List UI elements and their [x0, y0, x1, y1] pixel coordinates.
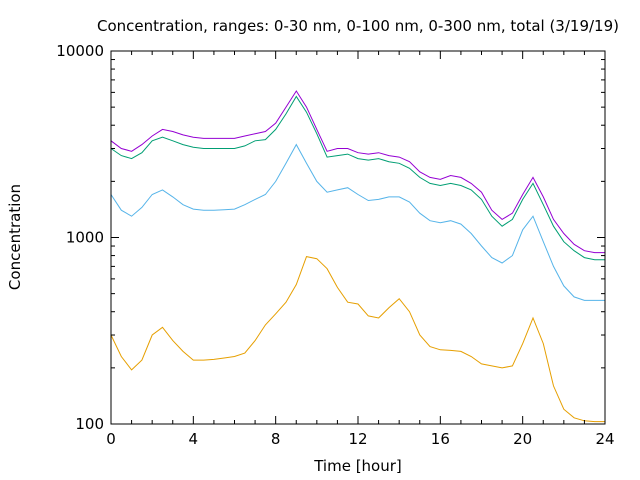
x-tick-label: 8: [271, 430, 281, 448]
y-tick-label: 1000: [66, 229, 104, 247]
axis-ticks: [110, 50, 606, 425]
series-line-2: [110, 143, 605, 301]
x-tick-label: 20: [513, 430, 532, 448]
series-line-3: [110, 95, 605, 261]
x-tick-label: 0: [106, 430, 116, 448]
plot-lines: [110, 90, 605, 423]
chart-title: Concentration, ranges: 0-30 nm, 0-100 nm…: [97, 17, 619, 35]
x-tick-label: 4: [189, 430, 199, 448]
x-tick-label: 24: [595, 430, 614, 448]
x-tick-label: 16: [431, 430, 450, 448]
plot-frame: [110, 50, 606, 425]
y-tick-label: 100: [75, 415, 104, 433]
x-axis-label: Time [hour]: [313, 457, 402, 475]
x-tick-label: 12: [348, 430, 367, 448]
series-line-1: [110, 256, 605, 423]
axis-tick-labels: 0 4 8 12 16 20 24 100 1000 10000: [56, 42, 614, 448]
y-tick-label: 10000: [56, 42, 104, 60]
y-axis-label: Concentration: [6, 184, 24, 290]
series-line-4: [110, 90, 605, 254]
